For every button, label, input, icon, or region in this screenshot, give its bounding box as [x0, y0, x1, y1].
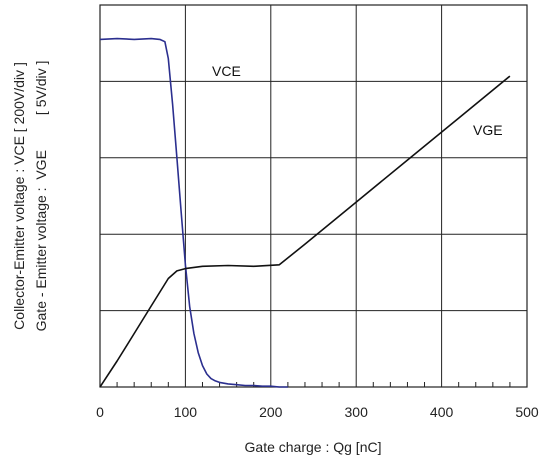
series-line-vge: [99, 75, 511, 388]
series-line-vce: [99, 37, 288, 388]
vce-curve-label: VCE: [212, 63, 241, 79]
series-layer: [99, 37, 511, 388]
plot-area: [100, 5, 527, 387]
y-axis-title-vce: Collector-Emitter voltage : VCE [ 200V/d…: [11, 62, 27, 330]
grid-lines: [100, 5, 527, 387]
x-tick-label: 300: [345, 404, 369, 420]
x-tick-label: 500: [515, 404, 539, 420]
vge-curve-label: VGE: [473, 122, 503, 138]
x-tick-label: 0: [96, 404, 104, 420]
plot-frame: [99, 4, 528, 388]
x-tick-labels: 0 100 200 300 400 500: [96, 404, 539, 420]
x-tick-label: 200: [259, 404, 283, 420]
x-axis-title: Gate charge : Qg [nC]: [245, 439, 382, 455]
y-axis-title-vge: Gate - Emitter voltage : VGE [ 5V/div ]: [33, 61, 49, 332]
x-tick-label: 100: [174, 404, 198, 420]
x-tick-label: 400: [430, 404, 454, 420]
